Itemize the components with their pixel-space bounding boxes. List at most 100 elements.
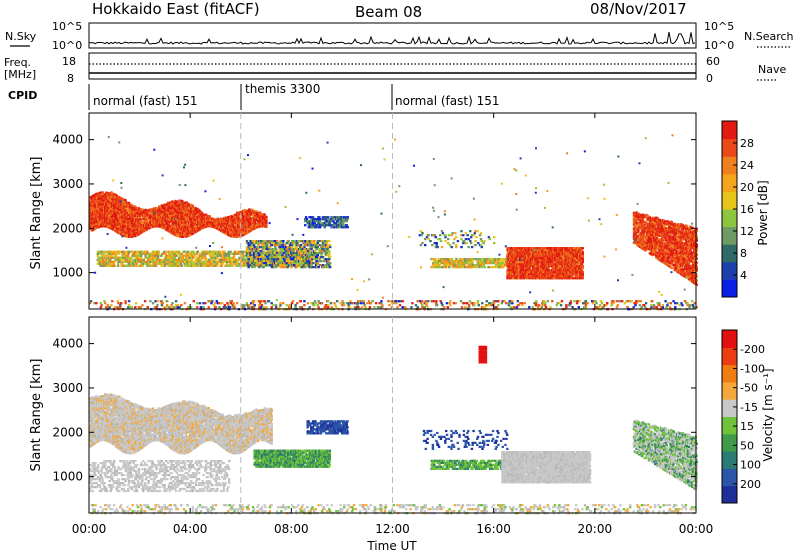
power-cell xyxy=(314,250,317,253)
power-cell xyxy=(438,264,441,267)
power-cell xyxy=(429,240,432,243)
power-cell xyxy=(148,260,152,263)
power-cell xyxy=(263,213,266,216)
power-cell xyxy=(106,264,109,267)
power-cell xyxy=(241,220,244,223)
power-cell xyxy=(140,223,143,226)
power-cell xyxy=(198,228,202,231)
power-cell xyxy=(218,222,221,225)
power-cell xyxy=(178,219,181,222)
power-cell xyxy=(309,250,312,253)
power-cell xyxy=(211,252,215,255)
power-cell xyxy=(211,264,215,267)
power-cell xyxy=(164,252,168,255)
power-cell xyxy=(123,260,126,263)
power-cell xyxy=(516,275,519,278)
nave-tick-top: 60 xyxy=(706,55,720,68)
power-cell xyxy=(332,218,335,221)
power-cell xyxy=(260,246,263,249)
power-cell xyxy=(180,264,184,267)
power-cell xyxy=(283,244,287,247)
power-cell xyxy=(156,262,160,265)
power-cell xyxy=(328,258,331,261)
power-cell xyxy=(289,256,292,259)
power-cell xyxy=(306,248,310,251)
power-cell xyxy=(107,204,110,207)
power-cell xyxy=(173,258,176,261)
power-cell xyxy=(273,264,276,267)
power-cell xyxy=(110,256,114,259)
power-cell xyxy=(239,231,242,234)
power-cell xyxy=(194,254,197,257)
power-cell xyxy=(346,216,349,219)
power-cell xyxy=(204,256,207,259)
power-cell xyxy=(176,260,179,263)
power-cell xyxy=(112,205,116,208)
power-cell xyxy=(282,264,285,267)
power-cell xyxy=(307,264,311,267)
power-cell xyxy=(459,260,462,263)
power-cell xyxy=(278,262,281,265)
power-cell xyxy=(98,191,102,194)
power-cell xyxy=(161,260,164,263)
power-cell xyxy=(227,250,230,253)
power-cell xyxy=(274,240,277,243)
power-cell xyxy=(162,252,165,255)
power-cell xyxy=(336,220,340,223)
power-cell xyxy=(117,197,120,200)
power-cell xyxy=(158,209,161,212)
power-cell xyxy=(185,217,188,220)
power-cell xyxy=(183,254,186,257)
power-cell xyxy=(258,262,261,265)
power-cell xyxy=(285,260,288,263)
power-cell xyxy=(181,211,184,215)
power-cell xyxy=(100,256,103,259)
power-cell xyxy=(144,256,147,259)
power-cell xyxy=(240,260,243,263)
power-cell xyxy=(342,224,345,227)
power-cell xyxy=(523,277,526,280)
power-cell xyxy=(117,252,121,255)
power-cell xyxy=(253,242,257,245)
power-cell xyxy=(175,254,178,257)
power-cell xyxy=(451,232,454,235)
power-cell xyxy=(115,204,118,207)
power-cell xyxy=(327,260,330,263)
power-cell xyxy=(283,252,286,255)
power-cell xyxy=(218,250,222,253)
power-cell xyxy=(313,266,316,269)
power-cell xyxy=(150,224,153,227)
power-cell xyxy=(135,262,138,265)
power-cell xyxy=(306,250,310,253)
power-cell xyxy=(427,234,430,237)
power-cell xyxy=(328,250,331,253)
power-cell xyxy=(181,235,185,238)
power-cell xyxy=(245,250,249,253)
power-cell xyxy=(319,218,322,221)
power-cell xyxy=(272,240,275,243)
power-cell xyxy=(487,236,491,239)
power-cell xyxy=(188,260,191,263)
power-cell xyxy=(499,258,502,261)
power-cell xyxy=(309,246,312,249)
freq-tick-top: 18 xyxy=(62,55,76,68)
power-cell xyxy=(100,252,103,255)
power-cell xyxy=(262,262,265,265)
power-cell xyxy=(209,260,213,263)
power-cell xyxy=(242,227,245,231)
power-cell xyxy=(319,226,322,229)
power-cell xyxy=(205,213,208,216)
power-cell xyxy=(143,252,146,255)
power-cell xyxy=(121,232,125,235)
power-cell xyxy=(110,207,113,210)
power-cell xyxy=(224,252,227,255)
power-cell xyxy=(225,262,229,265)
power-cell xyxy=(263,248,266,251)
power-cell xyxy=(235,227,239,230)
power-cell xyxy=(304,252,307,255)
power-cell xyxy=(137,227,141,230)
noise-sky-trace xyxy=(88,32,696,46)
power-cell xyxy=(286,266,289,269)
power-cell xyxy=(257,252,260,255)
